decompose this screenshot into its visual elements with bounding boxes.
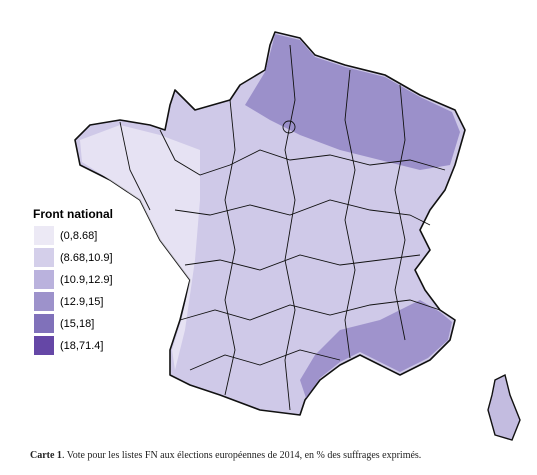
legend-swatch: [34, 314, 54, 333]
legend-swatch: [34, 226, 54, 245]
legend-label: (18,71.4]: [60, 340, 103, 352]
high-vote-south-east: [300, 300, 452, 398]
legend-swatch: [34, 292, 54, 311]
legend-label: (10.9,12.9]: [60, 274, 113, 286]
legend-swatch: [34, 336, 54, 355]
corsica: [487, 373, 521, 441]
caption-label: Carte 1: [30, 450, 62, 461]
legend-label: (15,18]: [60, 318, 94, 330]
department-borders: [119, 44, 446, 411]
legend-swatch: [34, 270, 54, 289]
high-vote-north-east: [245, 34, 460, 170]
legend-label: (12.9,15]: [60, 296, 103, 308]
legend-label: (8.68,10.9]: [60, 252, 113, 264]
caption-text: . Vote pour les listes FN aux élections …: [61, 450, 422, 461]
legend-title: Front national: [33, 207, 113, 221]
low-vote-west: [80, 125, 200, 370]
caption: Carte 1. Vote pour les listes FN aux éle…: [30, 450, 421, 461]
legend: (0,8.68] (8.68,10.9] (10.9,12.9] (12.9,15] (…: [34, 226, 113, 355]
legend-swatch: [34, 248, 54, 267]
legend-label: (0,8.68]: [60, 230, 97, 242]
